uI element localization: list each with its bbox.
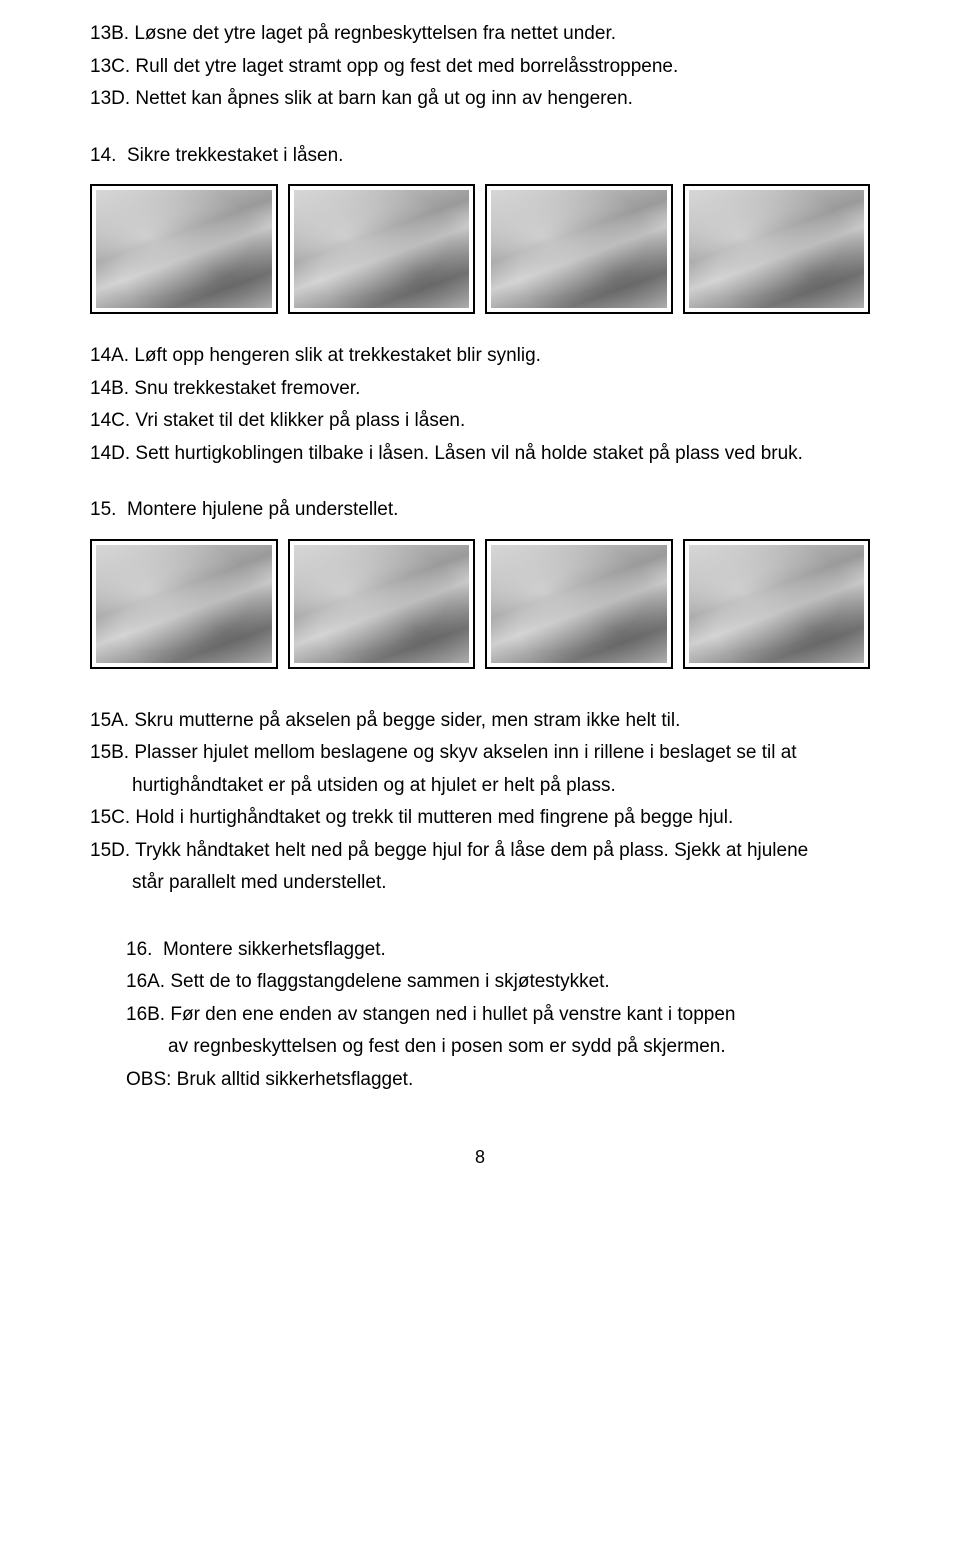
- image-15-2: [288, 539, 476, 669]
- step-14b: 14B. Snu trekkestaket fremover.: [90, 375, 870, 404]
- step-13c: 13C. Rull det ytre laget stramt opp og f…: [90, 53, 870, 82]
- step-15d-line2: står parallelt med understellet.: [132, 869, 870, 898]
- step-16: 16. Montere sikkerhetsflagget.: [126, 936, 870, 965]
- image-15-4: [683, 539, 871, 669]
- step-14: 14. Sikre trekkestaket i låsen.: [90, 142, 870, 171]
- step-16a: 16A. Sett de to flaggstangdelene sammen …: [126, 968, 870, 997]
- image-15-3: [485, 539, 673, 669]
- step-13b: 13B. Løsne det ytre laget på regnbeskytt…: [90, 20, 870, 49]
- image-14-2: [288, 184, 476, 314]
- step-15a: 15A. Skru mutterne på akselen på begge s…: [90, 707, 870, 736]
- image-14-1: [90, 184, 278, 314]
- step-13d: 13D. Nettet kan åpnes slik at barn kan g…: [90, 85, 870, 114]
- step-14c: 14C. Vri staket til det klikker på plass…: [90, 407, 870, 436]
- image-row-14: [90, 184, 870, 314]
- image-14-4: [683, 184, 871, 314]
- step-15b-line2: hurtighåndtaket er på utsiden og at hjul…: [132, 772, 870, 801]
- image-15-1: [90, 539, 278, 669]
- image-14-3: [485, 184, 673, 314]
- step-16b-line2: av regnbeskyttelsen og fest den i posen …: [168, 1033, 870, 1062]
- step-15b-line1: 15B. Plasser hjulet mellom beslagene og …: [90, 739, 870, 768]
- step-14d: 14D. Sett hurtigkoblingen tilbake i låse…: [90, 440, 870, 469]
- step-obs: OBS: Bruk alltid sikkerhetsflagget.: [126, 1066, 870, 1095]
- step-15: 15. Montere hjulene på understellet.: [90, 496, 870, 525]
- image-row-15: [90, 539, 870, 669]
- step-15d-line1: 15D. Trykk håndtaket helt ned på begge h…: [90, 837, 870, 866]
- step-16b-line1: 16B. Før den ene enden av stangen ned i …: [126, 1001, 870, 1030]
- step-14a: 14A. Løft opp hengeren slik at trekkesta…: [90, 342, 870, 371]
- step-15c: 15C. Hold i hurtighåndtaket og trekk til…: [90, 804, 870, 833]
- page-number: 8: [90, 1144, 870, 1171]
